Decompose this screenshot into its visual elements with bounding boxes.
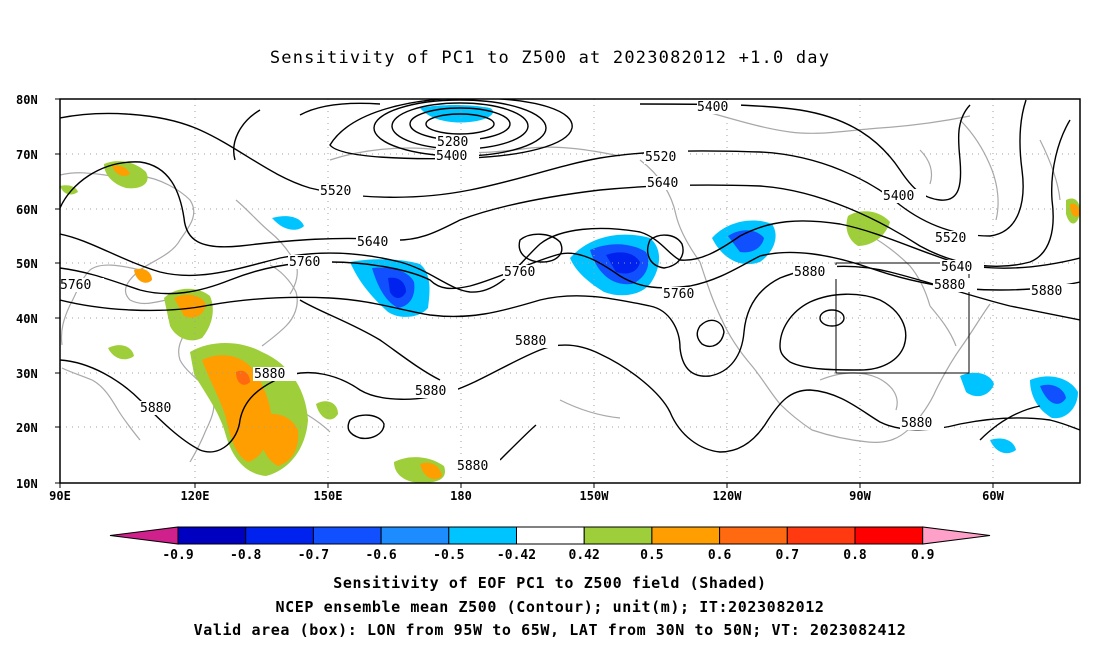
lat-label: 60N xyxy=(16,203,38,217)
contour-label: 5880 xyxy=(794,265,825,280)
contour-label: 5520 xyxy=(645,150,676,165)
lat-label: 50N xyxy=(16,257,38,271)
colorbar-segment xyxy=(786,526,856,545)
lat-label: 80N xyxy=(16,93,38,107)
colorbar-label: 0.42 xyxy=(569,548,600,563)
contour-label: 5520 xyxy=(320,184,351,199)
plot-frame xyxy=(59,98,1081,484)
colorbar-label: -0.9 xyxy=(162,548,193,563)
colorbar-label: 0.6 xyxy=(708,548,732,563)
lon-label: 90W xyxy=(849,489,871,503)
colorbar-segment xyxy=(312,526,382,545)
longitude-labels: 90E 120E 150E 180 150W 120W 90W 60W xyxy=(49,489,1004,503)
colorbar-segment xyxy=(854,526,924,545)
colorbar-label: -0.8 xyxy=(230,548,261,563)
z500-contours xyxy=(60,99,1080,461)
contour-label: 5880 xyxy=(254,367,285,382)
contour-label: 5640 xyxy=(357,235,388,250)
contour-label: 5880 xyxy=(1031,284,1062,299)
colorbar-segment xyxy=(177,526,247,545)
contour-label: 5280 xyxy=(437,135,468,150)
contour-labels: 5400 5280 5400 5520 5520 5640 5640 5400 … xyxy=(60,100,1074,431)
lat-label: 70N xyxy=(16,148,38,162)
contour-label: 5880 xyxy=(515,334,546,349)
contour-label: 5880 xyxy=(457,459,488,474)
contour-label: 5760 xyxy=(60,278,91,293)
map-title: Sensitivity of PC1 to Z500 at 2023082012… xyxy=(269,48,831,68)
lon-label: 90E xyxy=(49,489,71,503)
contour-label: 5880 xyxy=(934,278,965,293)
lon-label: 120E xyxy=(181,489,210,503)
lon-label: 180 xyxy=(450,489,472,503)
lon-label: 150E xyxy=(314,489,343,503)
coastlines xyxy=(60,109,1061,463)
colorbar-label: -0.5 xyxy=(433,548,464,563)
colorbar-label: 0.7 xyxy=(776,548,799,563)
lat-label: 10N xyxy=(16,477,38,491)
colorbar-segment xyxy=(448,526,517,545)
colorbar-label: -0.6 xyxy=(365,548,396,563)
colorbar-label: 0.9 xyxy=(911,548,934,563)
colorbar-label: -0.7 xyxy=(298,548,329,563)
caption-line-3: Valid area (box): LON from 95W to 65W, L… xyxy=(193,621,907,639)
colorbar-segment xyxy=(583,526,653,545)
valid-area-box xyxy=(835,262,970,374)
contour-label: 5760 xyxy=(289,255,320,270)
lat-label: 40N xyxy=(16,312,38,326)
lat-label: 30N xyxy=(16,367,38,381)
contour-label: 5880 xyxy=(901,416,932,431)
colorbar-segment xyxy=(245,526,314,545)
colorbar-segment xyxy=(380,526,450,545)
contour-label: 5400 xyxy=(883,189,914,204)
colorbar-segment xyxy=(719,526,788,545)
latitude-labels: 80N 70N 60N 50N 40N 30N 20N 10N xyxy=(16,93,38,491)
contour-label: 5880 xyxy=(140,401,171,416)
caption-line-2: NCEP ensemble mean Z500 (Contour); unit(… xyxy=(275,598,825,616)
contour-label: 5400 xyxy=(436,149,467,164)
colorbar-label: 0.5 xyxy=(640,548,663,563)
contour-label: 5520 xyxy=(935,231,966,246)
colorbar-low-end xyxy=(109,526,179,545)
contour-label: 5400 xyxy=(697,100,728,115)
caption-line-1: Sensitivity of EOF PC1 to Z500 field (Sh… xyxy=(333,574,767,592)
contour-label: 5640 xyxy=(941,260,972,275)
colorbar-high-end xyxy=(922,526,991,545)
colorbar-label: 0.8 xyxy=(843,548,867,563)
contour-label: 5760 xyxy=(663,287,694,302)
colorbar-label: -0.42 xyxy=(497,548,536,563)
lat-label: 20N xyxy=(16,421,38,435)
contour-label: 5640 xyxy=(647,176,678,191)
lon-label: 120W xyxy=(713,489,743,503)
tick-marks xyxy=(55,98,994,488)
lon-label: 150W xyxy=(580,489,610,503)
contour-label: 5760 xyxy=(504,265,535,280)
colorbar-segment xyxy=(516,526,585,545)
colorbar-segment xyxy=(651,526,721,545)
colorbar: -0.9 -0.8 -0.7 -0.6 -0.5 -0.42 0.42 0.5 0.6 0.7 0.… xyxy=(109,526,991,563)
lon-label: 60W xyxy=(982,489,1004,503)
contour-label: 5880 xyxy=(415,384,446,399)
